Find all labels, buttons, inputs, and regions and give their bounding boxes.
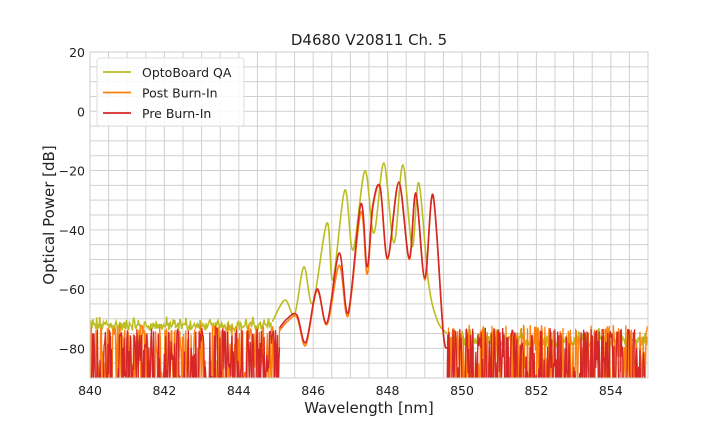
tick-labels: 840 842 844 846 848 850 852 854 −80 −60 −40 −20 0 20: [59, 45, 623, 398]
y-tick-label: −20: [59, 164, 85, 179]
legend-box: [96, 57, 245, 127]
series-noise-right: [446, 327, 646, 378]
legend-label: OptoBoard QA: [142, 65, 232, 80]
plot-frame: [89, 51, 649, 379]
y-tick-label: −60: [59, 282, 85, 297]
x-tick-label: 850: [450, 383, 474, 398]
chart-title: D4680 V20811 Ch. 5: [291, 31, 447, 49]
x-tick-label: 854: [599, 383, 623, 398]
y-tick-label: 20: [69, 45, 85, 60]
x-tick-label: 844: [227, 383, 251, 398]
x-tick-label: 848: [376, 383, 400, 398]
series-group: [90, 162, 648, 378]
legend: OptoBoard QA Post Burn-In Pre Burn-In: [96, 57, 245, 127]
x-tick-label: 842: [152, 383, 176, 398]
x-tick-label: 840: [78, 383, 102, 398]
y-tick-label: 0: [77, 104, 85, 119]
y-axis-label: Optical Power [dB]: [40, 145, 58, 284]
legend-label: Pre Burn-In: [142, 106, 211, 121]
series-spectrum-line: [271, 162, 448, 335]
series-spectrum-line: [279, 181, 448, 349]
y-tick-label: −40: [59, 223, 85, 238]
x-tick-label: 846: [301, 383, 325, 398]
y-tick-label: −80: [59, 341, 85, 356]
series-noise-left: [90, 325, 281, 378]
legend-label: Post Burn-In: [142, 86, 218, 101]
x-tick-label: 852: [524, 383, 548, 398]
x-axis-label: Wavelength [nm]: [304, 399, 434, 417]
series-pre-burn-in: [90, 181, 646, 378]
